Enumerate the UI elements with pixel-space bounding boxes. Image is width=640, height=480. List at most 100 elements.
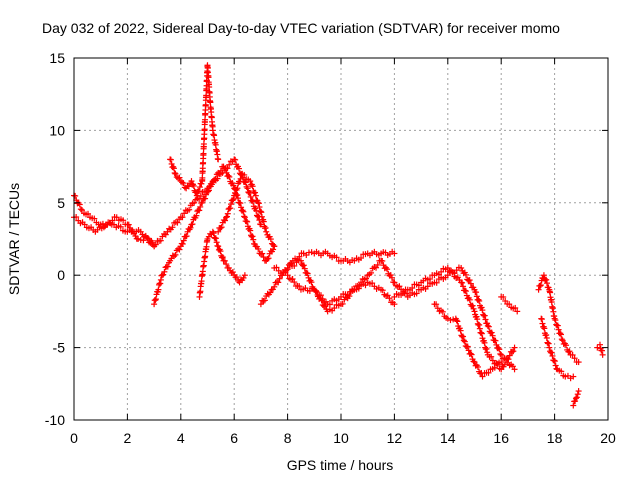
data-point bbox=[171, 169, 178, 176]
data-point bbox=[263, 228, 270, 235]
chart-title: Day 032 of 2022, Sidereal Day-to-day VTE… bbox=[42, 20, 560, 36]
data-point bbox=[555, 326, 562, 333]
data-point bbox=[230, 196, 237, 203]
data-point bbox=[539, 320, 546, 327]
data-point bbox=[188, 178, 195, 185]
data-point bbox=[460, 333, 467, 340]
data-point bbox=[331, 305, 338, 312]
data-point bbox=[223, 214, 230, 221]
data-point bbox=[223, 213, 230, 220]
data-point bbox=[543, 280, 550, 287]
data-point bbox=[468, 351, 475, 358]
data-point bbox=[474, 363, 481, 370]
data-point bbox=[346, 293, 353, 300]
data-point bbox=[475, 296, 482, 303]
data-point bbox=[596, 341, 603, 348]
data-point bbox=[485, 369, 492, 376]
data-point bbox=[511, 344, 518, 351]
data-point bbox=[180, 237, 187, 244]
data-point bbox=[481, 339, 488, 346]
data-point bbox=[224, 210, 231, 217]
data-point bbox=[196, 184, 203, 191]
data-point bbox=[218, 224, 225, 231]
data-point bbox=[191, 199, 198, 206]
data-point bbox=[202, 195, 209, 202]
data-point bbox=[113, 214, 120, 221]
x-tick-labels: 0 2 4 6 8 10 12 14 16 18 20 bbox=[70, 430, 616, 446]
data-point bbox=[476, 321, 483, 328]
data-point bbox=[572, 398, 579, 405]
data-point bbox=[322, 302, 329, 309]
y-tick-label: 10 bbox=[49, 122, 65, 138]
data-point bbox=[599, 351, 606, 358]
data-point bbox=[256, 204, 263, 211]
data-point bbox=[169, 224, 176, 231]
data-point bbox=[369, 280, 376, 287]
data-point bbox=[212, 175, 219, 182]
data-point bbox=[488, 353, 495, 360]
data-point bbox=[549, 352, 556, 359]
x-tick-label: 14 bbox=[440, 430, 456, 446]
x-tick-label: 18 bbox=[547, 430, 563, 446]
data-point bbox=[439, 308, 446, 315]
data-point bbox=[164, 228, 171, 235]
data-point bbox=[478, 329, 485, 336]
data-point bbox=[196, 207, 203, 214]
data-point bbox=[471, 359, 478, 366]
data-point bbox=[358, 279, 365, 286]
data-point bbox=[559, 337, 566, 344]
data-point bbox=[467, 350, 474, 357]
x-tick-label: 0 bbox=[70, 430, 78, 446]
data-point bbox=[260, 218, 267, 225]
data-point bbox=[379, 287, 386, 294]
data-point bbox=[189, 221, 196, 228]
data-point bbox=[230, 182, 237, 189]
data-point bbox=[368, 269, 375, 276]
data-point bbox=[297, 257, 304, 264]
data-point bbox=[250, 198, 257, 205]
data-point bbox=[387, 272, 394, 279]
data-point bbox=[427, 275, 433, 282]
data-point bbox=[351, 286, 358, 293]
tick-marks bbox=[73, 57, 609, 421]
data-point bbox=[226, 173, 233, 180]
data-point bbox=[570, 373, 577, 380]
x-tick-label: 2 bbox=[124, 430, 132, 446]
grid-lines bbox=[74, 58, 608, 420]
y-tick-label: 5 bbox=[57, 195, 65, 211]
data-point bbox=[241, 213, 248, 220]
data-point bbox=[117, 223, 124, 230]
data-points bbox=[71, 62, 606, 409]
data-point bbox=[258, 213, 265, 220]
data-point bbox=[257, 301, 264, 308]
data-point bbox=[575, 359, 582, 366]
data-point bbox=[181, 210, 188, 217]
data-point bbox=[482, 316, 489, 323]
data-point bbox=[209, 228, 216, 235]
data-point bbox=[235, 195, 242, 202]
x-tick-label: 8 bbox=[284, 430, 292, 446]
data-point bbox=[157, 237, 164, 244]
data-point bbox=[535, 286, 542, 293]
data-point bbox=[172, 170, 179, 177]
data-point bbox=[552, 362, 559, 369]
data-point bbox=[284, 272, 291, 279]
data-point bbox=[249, 233, 256, 240]
data-point bbox=[466, 277, 473, 284]
data-point bbox=[148, 237, 155, 244]
data-point bbox=[234, 185, 241, 192]
data-point bbox=[276, 275, 283, 282]
data-point bbox=[204, 188, 211, 195]
series-track-l bbox=[431, 301, 505, 380]
data-point bbox=[489, 332, 496, 339]
data-point bbox=[544, 339, 551, 346]
data-point bbox=[161, 268, 168, 275]
y-tick-labels: -10 -5 0 5 10 15 bbox=[45, 50, 65, 428]
data-point bbox=[233, 274, 240, 281]
series-track-p bbox=[570, 388, 582, 409]
data-point bbox=[540, 272, 547, 279]
series-track-c bbox=[151, 163, 278, 308]
data-point bbox=[457, 327, 464, 334]
data-point bbox=[247, 178, 254, 185]
